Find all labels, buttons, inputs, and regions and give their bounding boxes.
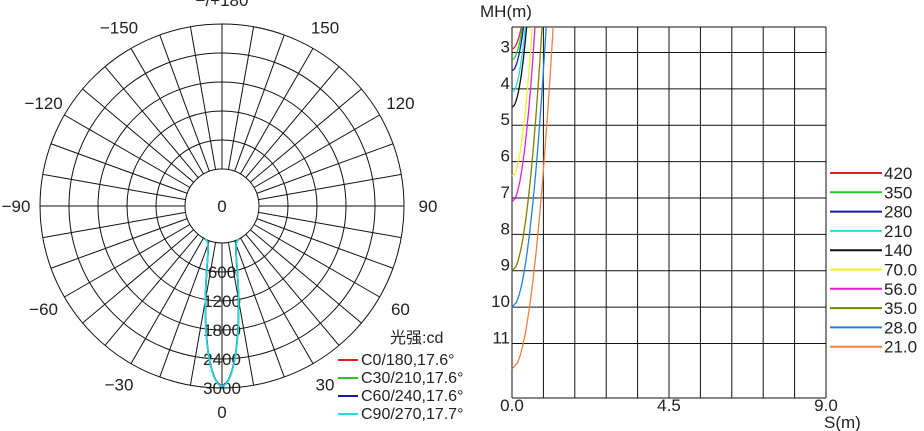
polar-spoke bbox=[189, 242, 217, 386]
polar-spoke bbox=[253, 114, 380, 188]
isolux-ylabel: MH(m) bbox=[480, 2, 532, 21]
isolux-ytick: 6 bbox=[501, 147, 510, 166]
polar-spoke bbox=[240, 237, 314, 364]
isolux-ytick: 7 bbox=[501, 183, 510, 202]
isolux-xtick: 0.0 bbox=[500, 396, 524, 415]
polar-legend-label: C30/210,17.6° bbox=[361, 370, 463, 387]
isolux-legend-label: 35.0 bbox=[884, 299, 917, 318]
polar-spoke bbox=[240, 48, 314, 175]
polar-angle-label: −120 bbox=[24, 94, 62, 113]
polar-angle-label: 90 bbox=[419, 197, 438, 216]
polar-spoke bbox=[82, 88, 194, 183]
polar-spoke bbox=[234, 240, 285, 378]
polar-angle-label: 30 bbox=[316, 375, 335, 394]
isolux-legend-label: 70.0 bbox=[884, 261, 917, 280]
polar-angle-label: −90 bbox=[2, 197, 31, 216]
polar-spoke bbox=[250, 88, 362, 183]
isolux-ytick: 10 bbox=[491, 292, 510, 311]
polar-radial-tick: 600 bbox=[208, 263, 236, 282]
polar-spoke bbox=[42, 173, 186, 201]
polar-angle-label: −150 bbox=[100, 19, 138, 38]
polar-spoke bbox=[50, 143, 188, 194]
polar-legend-label: C90/270,17.7° bbox=[361, 406, 463, 423]
polar-radial-tick: 0 bbox=[217, 197, 226, 216]
isolux-ytick: 8 bbox=[501, 219, 510, 238]
polar-legend-label: C0/180,17.6° bbox=[361, 352, 455, 369]
polar-radial-tick: 1200 bbox=[203, 292, 241, 311]
polar-spoke bbox=[253, 224, 380, 298]
polar-spoke bbox=[159, 34, 210, 172]
polar-spoke bbox=[234, 34, 285, 172]
polar-spoke bbox=[256, 143, 394, 194]
isolux-legend-label: 210 bbox=[884, 222, 912, 241]
polar-spoke bbox=[159, 240, 210, 378]
isolux-contour-4 bbox=[511, 26, 528, 108]
isolux-contour-9 bbox=[511, 26, 554, 370]
polar-spoke bbox=[64, 114, 191, 188]
polar-radial-tick: 3000 bbox=[203, 379, 241, 398]
polar-angle-label: 0 bbox=[217, 403, 226, 422]
polar-spoke bbox=[227, 242, 255, 386]
isolux-xtick: 4.5 bbox=[657, 396, 681, 415]
isolux-contour-8 bbox=[511, 26, 547, 308]
polar-radial-tick: 1800 bbox=[203, 321, 241, 340]
polar-spoke bbox=[258, 211, 402, 239]
polar-spoke bbox=[42, 211, 186, 239]
isolux-legend-label: 56.0 bbox=[884, 280, 917, 299]
polar-spoke bbox=[258, 173, 402, 201]
isolux-contour-2 bbox=[511, 26, 525, 72]
polar-angle-label: −60 bbox=[29, 300, 58, 319]
isolux-ytick: 9 bbox=[501, 256, 510, 275]
polar-spoke bbox=[82, 229, 194, 324]
isolux-contour-7 bbox=[511, 26, 543, 272]
polar-spoke bbox=[50, 218, 188, 269]
polar-intensity-chart: −/+180−150 150−120 120−90 90−60 60−30 3000600… bbox=[2, 0, 464, 423]
polar-angle-label: 60 bbox=[391, 300, 410, 319]
isolux-legend-label: 140 bbox=[884, 241, 912, 260]
polar-radial-tick: 2400 bbox=[203, 350, 241, 369]
polar-unit-label: 光强:cd bbox=[390, 329, 443, 347]
isolux-legend-label: 21.0 bbox=[884, 338, 917, 357]
polar-angle-label: −/+180 bbox=[196, 0, 249, 10]
polar-curve-3 bbox=[204, 238, 240, 387]
isolux-legend-label: 420 bbox=[884, 164, 912, 183]
polar-spoke bbox=[130, 237, 204, 364]
polar-spoke bbox=[104, 234, 199, 346]
isolux-xtick: 9.0 bbox=[814, 396, 838, 415]
isolux-ytick: 3 bbox=[501, 37, 510, 56]
polar-angle-label: 120 bbox=[386, 94, 414, 113]
isolux-contour-5 bbox=[511, 26, 533, 177]
polar-spoke bbox=[245, 66, 340, 178]
polar-spoke bbox=[64, 224, 191, 298]
isolux-contour-1 bbox=[511, 26, 524, 61]
isolux-contour-3 bbox=[511, 26, 526, 94]
isolux-contour-0 bbox=[511, 26, 523, 50]
polar-spoke bbox=[130, 48, 204, 175]
polar-spoke bbox=[250, 229, 362, 324]
isolux-ytick: 5 bbox=[501, 110, 510, 129]
isolux-ytick: 4 bbox=[501, 74, 510, 93]
polar-legend-label: C60/240,17.6° bbox=[361, 388, 463, 405]
polar-spoke bbox=[189, 26, 217, 170]
polar-spoke bbox=[104, 66, 199, 178]
isolux-legend-label: 28.0 bbox=[884, 318, 917, 337]
polar-angle-label: −30 bbox=[105, 375, 134, 394]
polar-spoke bbox=[256, 218, 394, 269]
isolux-xlabel: S(m) bbox=[824, 413, 861, 431]
isolux-legend-label: 280 bbox=[884, 203, 912, 222]
isolux-legend-label: 350 bbox=[884, 183, 912, 202]
polar-angle-label: 150 bbox=[311, 19, 339, 38]
isolux-ytick: 11 bbox=[492, 328, 510, 347]
polar-spoke bbox=[245, 234, 340, 346]
isolux-contour-6 bbox=[511, 26, 536, 203]
polar-spoke bbox=[227, 26, 255, 170]
